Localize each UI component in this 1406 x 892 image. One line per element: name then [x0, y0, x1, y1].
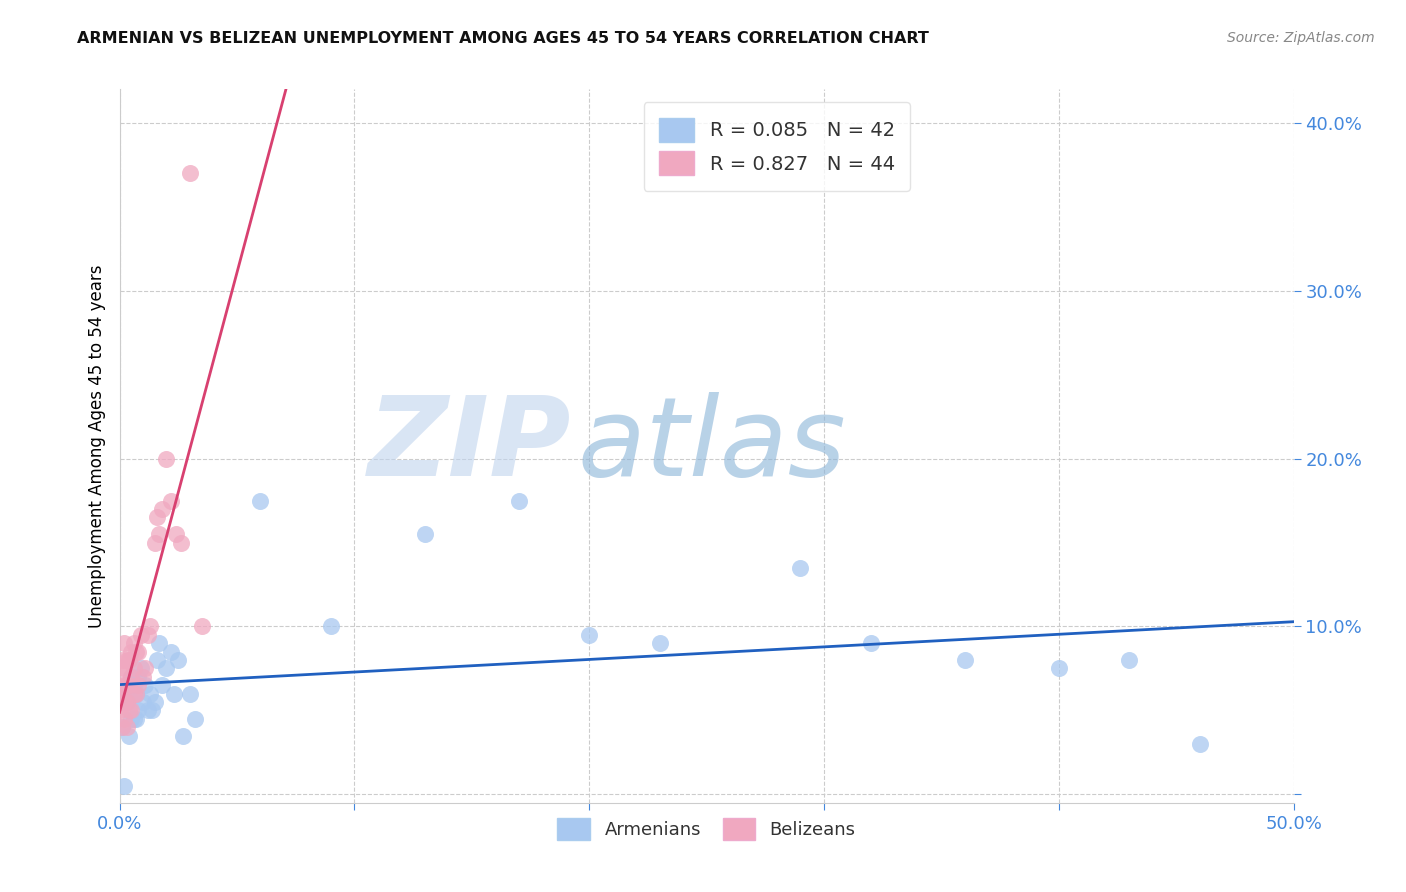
- Point: [122, 712, 145, 726]
- Point: [125, 687, 148, 701]
- Point: [112, 779, 135, 793]
- Point: [134, 678, 156, 692]
- Text: Source: ZipAtlas.com: Source: ZipAtlas.com: [1227, 31, 1375, 45]
- Point: [122, 687, 145, 701]
- Point: [112, 661, 135, 675]
- Point: [108, 687, 131, 701]
- Point: [179, 166, 201, 180]
- Point: [115, 695, 138, 709]
- Point: [125, 687, 148, 701]
- Point: [648, 636, 671, 650]
- Point: [165, 527, 187, 541]
- Point: [129, 628, 152, 642]
- Point: [118, 653, 141, 667]
- Point: [179, 687, 201, 701]
- Point: [132, 670, 155, 684]
- Point: [111, 661, 134, 675]
- Point: [111, 678, 134, 692]
- Point: [146, 510, 169, 524]
- Point: [132, 695, 155, 709]
- Point: [319, 619, 342, 633]
- Point: [125, 712, 148, 726]
- Point: [167, 653, 190, 667]
- Point: [111, 653, 134, 667]
- Text: ARMENIAN VS BELIZEAN UNEMPLOYMENT AMONG AGES 45 TO 54 YEARS CORRELATION CHART: ARMENIAN VS BELIZEAN UNEMPLOYMENT AMONG …: [77, 31, 929, 46]
- Point: [118, 687, 141, 701]
- Point: [148, 527, 170, 541]
- Point: [172, 729, 194, 743]
- Point: [120, 712, 142, 726]
- Y-axis label: Unemployment Among Ages 45 to 54 years: Unemployment Among Ages 45 to 54 years: [87, 264, 105, 628]
- Point: [111, 695, 134, 709]
- Point: [122, 661, 145, 675]
- Point: [108, 703, 131, 717]
- Point: [112, 636, 135, 650]
- Point: [127, 645, 149, 659]
- Point: [139, 687, 162, 701]
- Point: [1188, 737, 1211, 751]
- Text: ZIP: ZIP: [368, 392, 571, 500]
- Point: [1118, 653, 1140, 667]
- Point: [155, 451, 177, 466]
- Point: [136, 703, 159, 717]
- Point: [120, 703, 142, 717]
- Legend: Armenians, Belizeans: Armenians, Belizeans: [550, 811, 863, 847]
- Point: [111, 720, 134, 734]
- Point: [122, 678, 145, 692]
- Point: [112, 712, 135, 726]
- Point: [155, 661, 177, 675]
- Point: [111, 720, 134, 734]
- Point: [1047, 661, 1070, 675]
- Point: [125, 645, 148, 659]
- Point: [150, 678, 173, 692]
- Point: [115, 678, 138, 692]
- Point: [112, 695, 135, 709]
- Point: [190, 619, 212, 633]
- Point: [115, 720, 138, 734]
- Point: [183, 712, 205, 726]
- Point: [953, 653, 976, 667]
- Point: [118, 729, 141, 743]
- Point: [859, 636, 882, 650]
- Point: [122, 636, 145, 650]
- Point: [160, 645, 183, 659]
- Point: [148, 636, 170, 650]
- Point: [118, 678, 141, 692]
- Point: [120, 670, 142, 684]
- Text: atlas: atlas: [578, 392, 846, 500]
- Point: [136, 628, 159, 642]
- Point: [115, 695, 138, 709]
- Point: [143, 695, 166, 709]
- Point: [120, 670, 142, 684]
- Point: [141, 703, 163, 717]
- Point: [143, 535, 166, 549]
- Point: [139, 619, 162, 633]
- Point: [162, 687, 184, 701]
- Point: [789, 560, 811, 574]
- Point: [129, 661, 152, 675]
- Point: [169, 535, 191, 549]
- Point: [249, 493, 271, 508]
- Point: [146, 653, 169, 667]
- Point: [112, 678, 135, 692]
- Point: [115, 653, 138, 667]
- Point: [160, 493, 183, 508]
- Point: [127, 670, 149, 684]
- Point: [127, 678, 149, 692]
- Point: [578, 628, 600, 642]
- Point: [118, 703, 141, 717]
- Point: [127, 703, 149, 717]
- Point: [508, 493, 530, 508]
- Point: [150, 502, 173, 516]
- Point: [413, 527, 436, 541]
- Point: [120, 645, 142, 659]
- Point: [134, 661, 156, 675]
